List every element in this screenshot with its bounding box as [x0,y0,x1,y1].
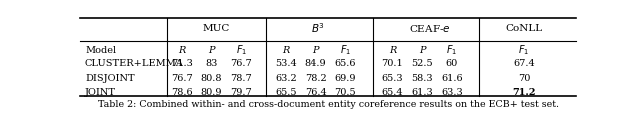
Text: 76.4: 76.4 [305,88,326,97]
Text: 61.6: 61.6 [441,74,463,83]
Text: MUC: MUC [203,24,230,33]
Text: 80.9: 80.9 [201,88,222,97]
Text: 79.7: 79.7 [230,88,252,97]
Text: 83: 83 [205,59,218,68]
Text: 71.2: 71.2 [512,88,536,97]
Text: Model: Model [85,46,116,55]
Text: 84.9: 84.9 [305,59,326,68]
Text: $F_1$: $F_1$ [446,43,458,57]
Text: 53.4: 53.4 [275,59,297,68]
Text: DISJOINT: DISJOINT [85,74,134,83]
Text: $F_1$: $F_1$ [236,43,247,57]
Text: 67.4: 67.4 [513,59,535,68]
Text: CoNLL: CoNLL [506,24,543,33]
Text: 63.3: 63.3 [441,88,463,97]
Text: 71.3: 71.3 [171,59,193,68]
Text: $F_1$: $F_1$ [518,43,529,57]
Text: 70.5: 70.5 [335,88,356,97]
Text: 65.5: 65.5 [275,88,296,97]
Text: 78.6: 78.6 [171,88,193,97]
Text: P: P [419,46,426,55]
Text: 65.6: 65.6 [335,59,356,68]
Text: CLUSTER+LEMMA: CLUSTER+LEMMA [85,59,184,68]
Text: 52.5: 52.5 [412,59,433,68]
Text: 78.2: 78.2 [305,74,326,83]
Text: 65.3: 65.3 [381,74,403,83]
Text: P: P [312,46,319,55]
Text: 70.1: 70.1 [381,59,403,68]
Text: 78.7: 78.7 [230,74,252,83]
Text: 69.9: 69.9 [335,74,356,83]
Text: 58.3: 58.3 [412,74,433,83]
Text: 76.7: 76.7 [230,59,252,68]
Text: 70: 70 [518,74,530,83]
Text: P: P [208,46,214,55]
Text: 60: 60 [446,59,458,68]
Text: 63.2: 63.2 [275,74,297,83]
Text: JOINT: JOINT [85,88,116,97]
Text: R: R [282,46,289,55]
Text: 61.3: 61.3 [412,88,433,97]
Text: 80.8: 80.8 [201,74,222,83]
Text: 65.4: 65.4 [381,88,403,97]
Text: $B^3$: $B^3$ [311,22,325,35]
Text: R: R [388,46,396,55]
Text: $F_1$: $F_1$ [340,43,351,57]
Text: R: R [178,46,186,55]
Text: 76.7: 76.7 [171,74,193,83]
Text: Table 2: Combined within- and cross-document entity coreference results on the E: Table 2: Combined within- and cross-docu… [97,100,559,109]
Text: CEAF-$e$: CEAF-$e$ [409,23,451,34]
